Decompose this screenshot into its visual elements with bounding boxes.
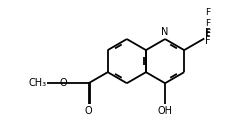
Text: O: O	[85, 106, 92, 116]
Text: OH: OH	[158, 106, 173, 116]
Text: CH₃: CH₃	[28, 78, 46, 88]
Text: F: F	[205, 28, 210, 38]
Text: F: F	[205, 36, 210, 46]
Text: N: N	[161, 27, 169, 37]
Text: O: O	[59, 78, 67, 88]
Text: F: F	[205, 32, 210, 42]
Text: F
F
F: F F F	[205, 8, 210, 38]
